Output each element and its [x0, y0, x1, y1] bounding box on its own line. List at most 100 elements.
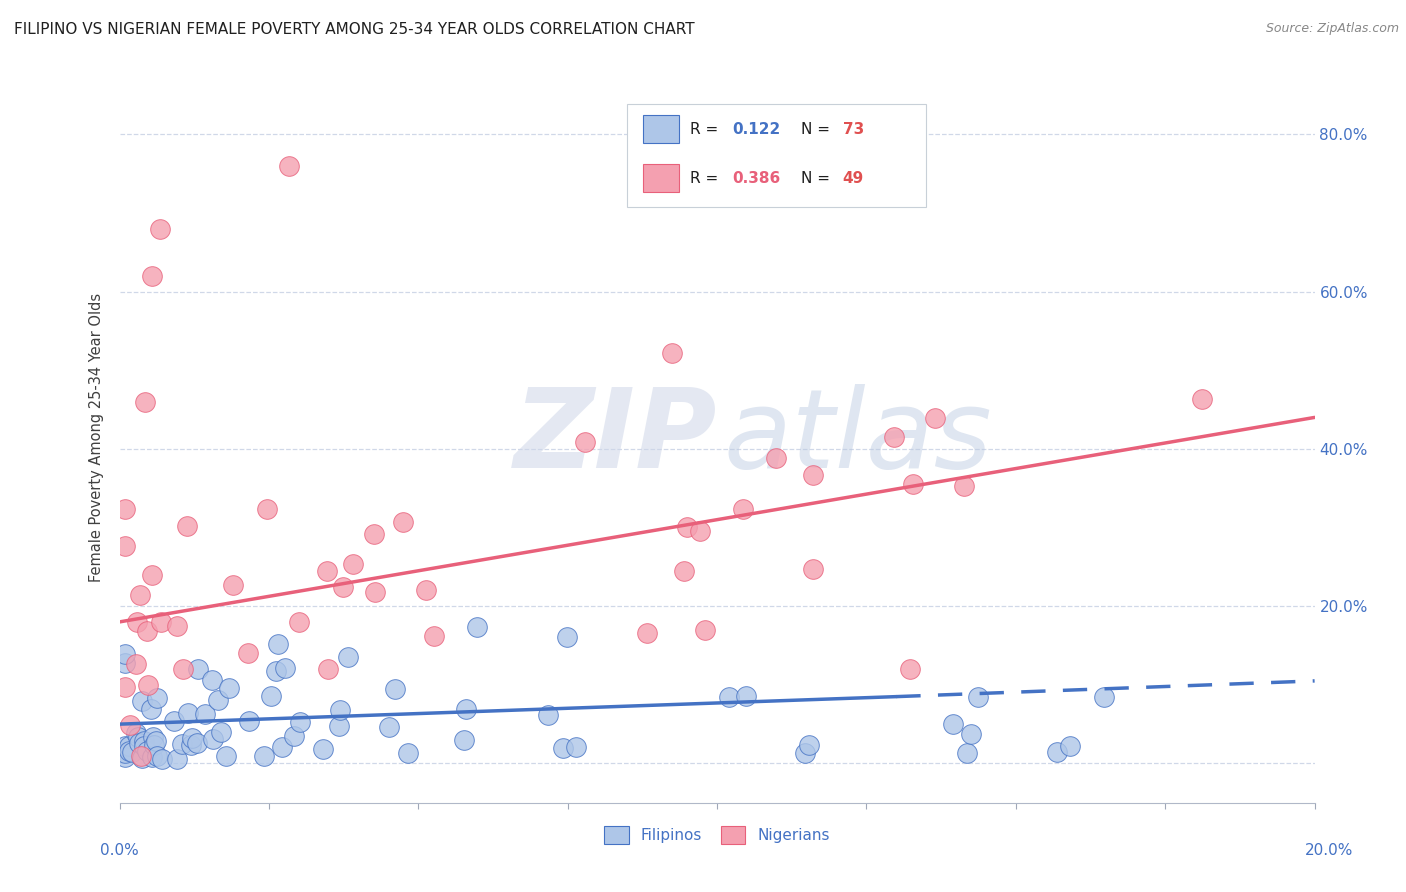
- Point: [256, 501, 278, 516]
- Point: [274, 661, 297, 675]
- Point: [717, 690, 740, 704]
- FancyBboxPatch shape: [643, 164, 679, 192]
- Point: [128, 736, 150, 750]
- Point: [114, 656, 136, 670]
- Point: [114, 540, 136, 554]
- Point: [253, 749, 276, 764]
- Point: [283, 729, 305, 743]
- Point: [143, 738, 166, 752]
- Point: [141, 749, 163, 764]
- Point: [332, 581, 354, 595]
- Point: [127, 615, 149, 629]
- Point: [138, 678, 160, 692]
- Point: [801, 467, 824, 482]
- Point: [117, 739, 139, 754]
- Point: [689, 524, 711, 538]
- Point: [733, 502, 755, 516]
- Point: [1046, 746, 1069, 760]
- Point: [121, 745, 143, 759]
- Point: [328, 718, 350, 732]
- Point: [396, 747, 419, 761]
- Point: [924, 411, 946, 425]
- Point: [456, 701, 478, 715]
- Text: R =: R =: [689, 121, 723, 136]
- Point: [288, 615, 311, 629]
- Point: [423, 630, 446, 644]
- Point: [142, 730, 165, 744]
- Point: [661, 346, 683, 360]
- Point: [898, 662, 921, 676]
- Point: [145, 734, 167, 748]
- Point: [166, 752, 188, 766]
- Point: [238, 714, 260, 729]
- Point: [260, 689, 283, 703]
- Point: [236, 646, 259, 660]
- Point: [264, 665, 287, 679]
- Point: [277, 159, 299, 173]
- Point: [114, 502, 136, 516]
- Point: [364, 585, 387, 599]
- Point: [201, 673, 224, 687]
- Point: [1059, 739, 1081, 753]
- Point: [312, 742, 335, 756]
- Point: [363, 527, 385, 541]
- Text: 20.0%: 20.0%: [1305, 843, 1353, 858]
- Point: [551, 740, 574, 755]
- Text: 0.386: 0.386: [733, 170, 780, 186]
- Point: [803, 562, 825, 576]
- Point: [565, 739, 588, 754]
- Text: ZIP: ZIP: [513, 384, 717, 491]
- Point: [141, 568, 163, 582]
- Text: R =: R =: [689, 170, 723, 186]
- Point: [172, 662, 194, 676]
- Point: [201, 732, 224, 747]
- Point: [1191, 392, 1213, 406]
- FancyBboxPatch shape: [627, 104, 927, 207]
- Point: [392, 516, 415, 530]
- Y-axis label: Female Poverty Among 25-34 Year Olds: Female Poverty Among 25-34 Year Olds: [89, 293, 104, 582]
- Point: [271, 739, 294, 754]
- Point: [290, 714, 312, 729]
- Text: N =: N =: [801, 170, 835, 186]
- Point: [207, 693, 229, 707]
- Point: [186, 736, 208, 750]
- Point: [673, 564, 696, 578]
- Point: [176, 706, 198, 721]
- Point: [163, 714, 186, 728]
- Point: [465, 620, 488, 634]
- Text: 49: 49: [842, 170, 863, 186]
- Text: 0.0%: 0.0%: [100, 843, 139, 858]
- Point: [128, 588, 150, 602]
- Point: [453, 732, 475, 747]
- Point: [222, 578, 245, 592]
- Point: [693, 623, 716, 637]
- Point: [172, 737, 194, 751]
- Point: [129, 748, 152, 763]
- Point: [794, 747, 817, 761]
- Point: [960, 727, 983, 741]
- Point: [114, 680, 136, 694]
- Point: [125, 657, 148, 672]
- Point: [636, 626, 658, 640]
- Point: [329, 703, 352, 717]
- Point: [180, 731, 202, 746]
- Text: FILIPINO VS NIGERIAN FEMALE POVERTY AMONG 25-34 YEAR OLDS CORRELATION CHART: FILIPINO VS NIGERIAN FEMALE POVERTY AMON…: [14, 22, 695, 37]
- Point: [1092, 690, 1115, 704]
- Point: [141, 268, 163, 283]
- Point: [134, 733, 156, 747]
- FancyBboxPatch shape: [643, 115, 679, 143]
- Point: [336, 650, 359, 665]
- Point: [555, 630, 578, 644]
- Point: [267, 637, 290, 651]
- Point: [114, 749, 136, 764]
- Point: [125, 726, 148, 740]
- Point: [967, 690, 990, 705]
- Point: [135, 744, 157, 758]
- Point: [127, 730, 149, 744]
- Text: 0.122: 0.122: [733, 121, 780, 136]
- Point: [218, 681, 240, 695]
- Point: [765, 450, 787, 465]
- Point: [139, 702, 162, 716]
- Point: [146, 748, 169, 763]
- Point: [735, 690, 758, 704]
